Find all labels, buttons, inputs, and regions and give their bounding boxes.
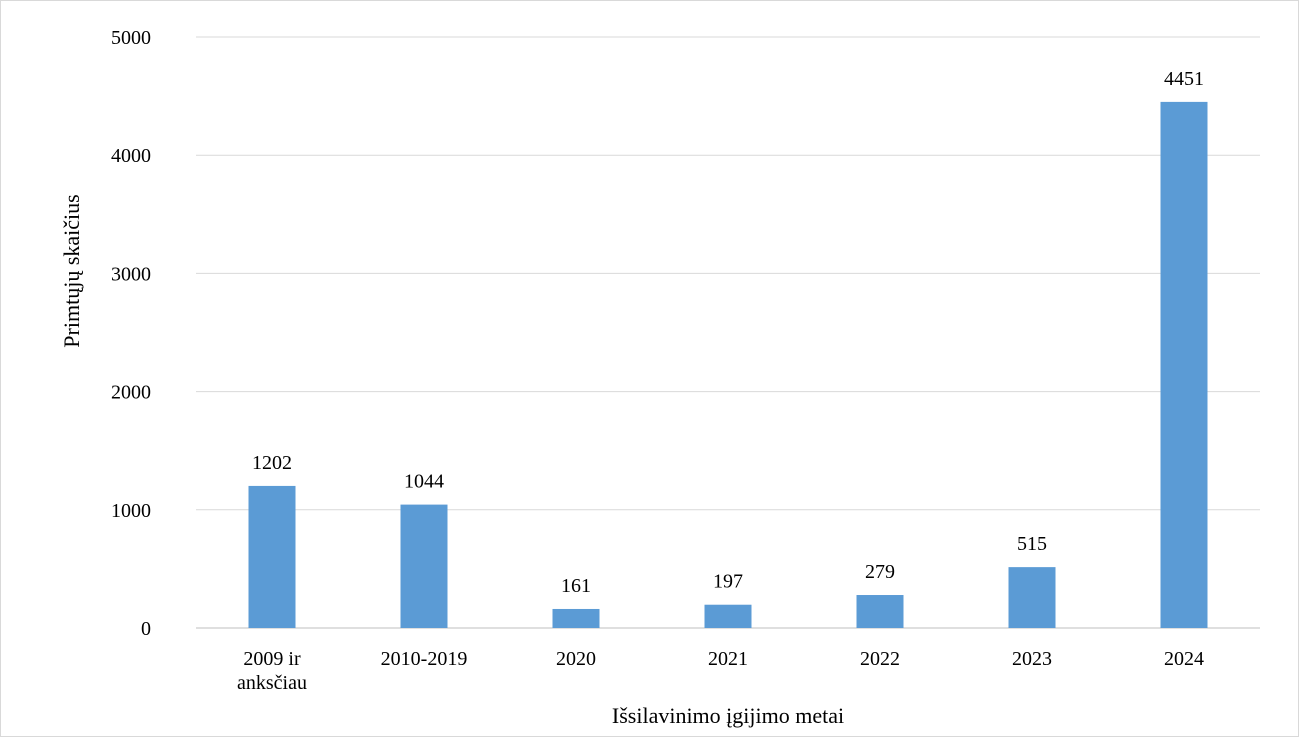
x-tick-labels: 2009 ir anksčiau 2010-2019 2020 2021 2022 2023…	[237, 648, 1204, 694]
y-tick-label: 2000	[111, 382, 151, 404]
y-tick-label: 4000	[111, 145, 151, 167]
x-tick-label: 2010-2019	[381, 648, 468, 670]
data-label: 161	[561, 575, 591, 597]
data-label: 197	[713, 571, 743, 593]
gridlines	[196, 36, 1260, 629]
x-tick-label: 2021	[708, 648, 748, 670]
y-tick-label: 3000	[111, 263, 151, 285]
data-label: 1044	[404, 471, 444, 493]
data-labels: 1202 1044 161 197 279 515 4451	[252, 68, 1204, 597]
bar	[1160, 101, 1208, 629]
bars	[248, 101, 1208, 629]
bar	[1008, 567, 1056, 628]
x-axis-title: Išsilavinimo įgijimo metai	[612, 703, 844, 728]
data-label: 279	[865, 561, 895, 583]
bar	[400, 504, 448, 628]
data-label: 515	[1017, 533, 1047, 555]
y-tick-label: 1000	[111, 500, 151, 522]
x-tick-label: 2009 ir anksčiau	[237, 648, 307, 694]
x-tick-label: 2020	[556, 648, 596, 670]
bar	[552, 608, 600, 628]
bar	[248, 485, 296, 628]
x-tick-label: 2022	[860, 648, 900, 670]
y-axis-title: Primtųjų skaičius	[59, 194, 84, 347]
y-tick-label: 0	[141, 618, 151, 640]
data-label: 4451	[1164, 68, 1204, 90]
data-label: 1202	[252, 452, 292, 474]
bar	[856, 595, 904, 628]
x-tick-label: 2024	[1164, 648, 1204, 670]
bar	[704, 604, 752, 628]
x-tick-label: 2023	[1012, 648, 1052, 670]
y-tick-label: 5000	[111, 27, 151, 49]
y-tick-labels: 0 1000 2000 3000 4000 5000	[111, 27, 151, 640]
